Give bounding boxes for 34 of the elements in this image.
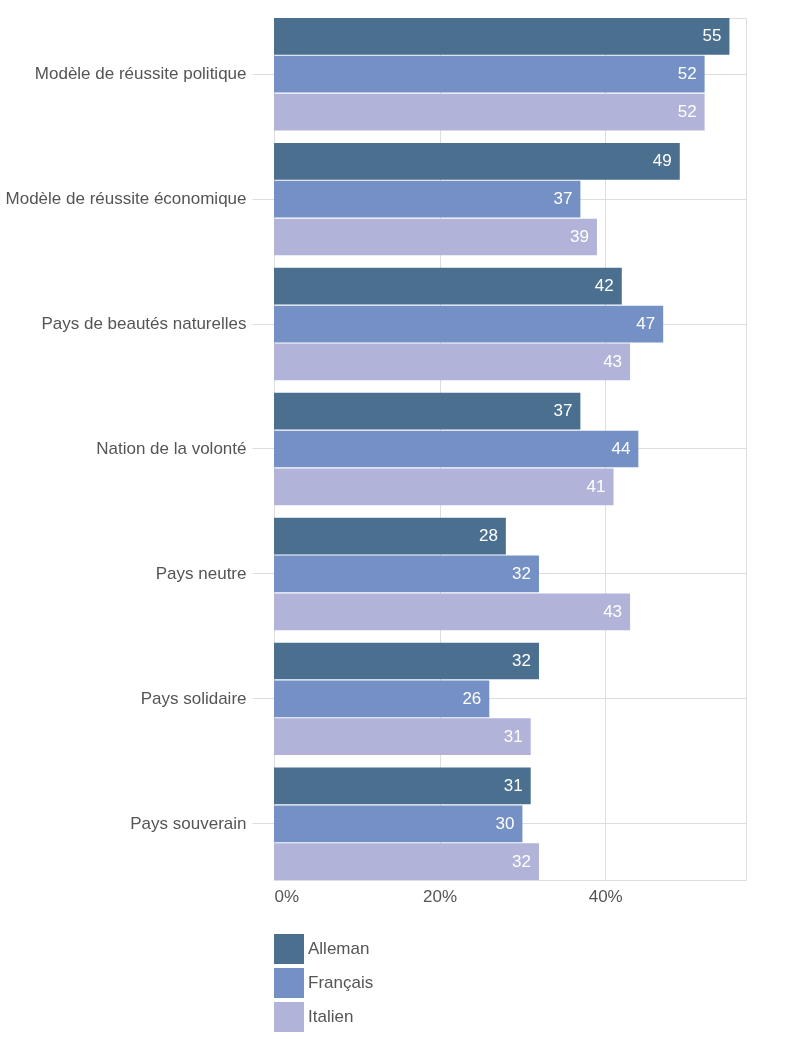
data-label: 52	[677, 102, 697, 122]
data-label: 43	[603, 351, 623, 371]
y-tick-label: Modèle de réussite politique	[34, 64, 247, 84]
data-label: 32	[512, 651, 531, 670]
data-label: 52	[677, 64, 697, 84]
y-tick-label: Pays neutre	[155, 563, 247, 583]
data-label: 37	[553, 189, 573, 209]
y-tick-label: Modèle de réussite économique	[5, 189, 247, 209]
data-label: 39	[570, 227, 589, 246]
x-tick-label: 0%	[274, 886, 300, 906]
data-label: 28	[478, 526, 498, 546]
data-label: 42	[594, 276, 614, 296]
data-label: 31	[503, 775, 523, 795]
y-tick-label: Nation de la volonté	[96, 439, 247, 458]
data-label: 44	[611, 439, 631, 458]
legend-label: Alleman	[308, 939, 370, 958]
data-label: 41	[586, 476, 606, 496]
data-label: 37	[553, 401, 573, 421]
y-tick-label: Pays souverain	[130, 813, 247, 833]
data-label: 30	[495, 813, 515, 833]
x-tick-label: 40%	[588, 886, 623, 906]
x-tick-label: 20%	[423, 886, 458, 906]
data-label: 49	[652, 151, 672, 171]
y-tick-label: Pays de beautés naturelles	[41, 314, 247, 334]
data-label: 32	[512, 851, 531, 871]
legend-label: Français	[308, 973, 374, 992]
data-label: 32	[512, 563, 531, 583]
data-label: 26	[462, 688, 482, 708]
y-tick-label: Pays solidaire	[140, 688, 247, 708]
data-label: 43	[603, 601, 623, 621]
data-label: 47	[636, 314, 656, 334]
data-label: 31	[503, 726, 523, 746]
legend-label: Italien	[308, 1007, 354, 1026]
data-label: 55	[702, 26, 722, 46]
